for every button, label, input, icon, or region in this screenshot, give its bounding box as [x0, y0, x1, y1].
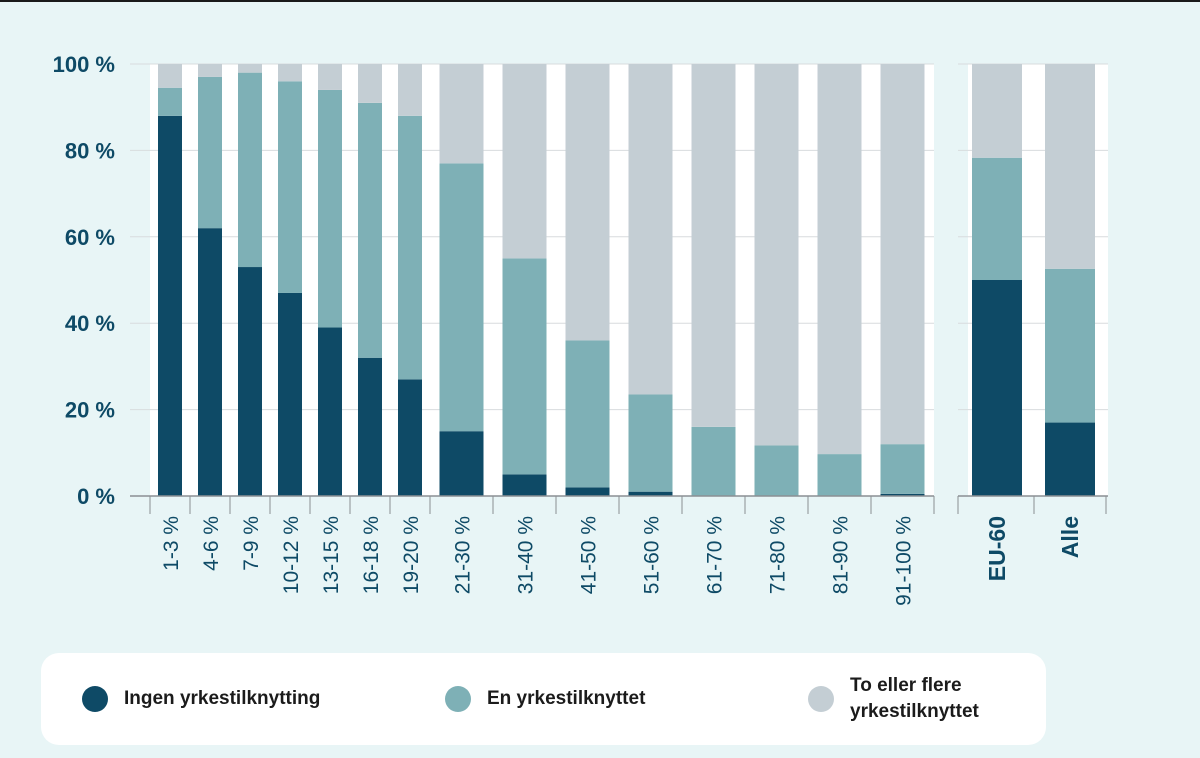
bar-segment: [318, 89, 342, 328]
x-tick-label: 31-40 %: [515, 516, 538, 594]
legend-swatch-ingen: [82, 686, 108, 712]
bar-segment: [358, 357, 382, 496]
bar-segment: [198, 228, 222, 496]
bar-segment: [1045, 422, 1095, 496]
y-tick-label: 0 %: [77, 484, 115, 509]
bar-segment: [691, 64, 736, 427]
bar-segment: [502, 474, 547, 496]
legend-swatch-to-eller-flere: [808, 686, 834, 712]
bar-segment: [278, 292, 302, 496]
x-tick-label: Alle: [1057, 516, 1083, 558]
bar-segment: [198, 64, 222, 77]
legend-item-to-eller-flere: To eller flere yrkestilknyttet: [808, 673, 979, 725]
bar-segment: [358, 64, 382, 103]
legend-swatch-en: [445, 686, 471, 712]
x-tick-label: 71-80 %: [767, 516, 790, 594]
bar-segment: [565, 487, 610, 496]
x-tick-label: 91-100 %: [893, 516, 916, 606]
stacked-bar-chart: 0 % 20 % 40 % 60 % 80 % 100 % 1-3 % 4-6 % 7-9 % 1…: [53, 52, 1108, 606]
bar-segment: [1045, 64, 1095, 269]
x-tick-label: 21-30 %: [452, 516, 475, 594]
bar-segment: [817, 64, 862, 455]
legend-label-en: En yrkestilknyttet: [487, 688, 646, 709]
bar-segment: [972, 280, 1022, 496]
bar-segment: [754, 64, 799, 446]
x-tick-label: 16-18 %: [360, 516, 383, 594]
legend-item-ingen: Ingen yrkestilknytting: [82, 686, 320, 712]
bar-segment: [238, 72, 262, 268]
bar-segment: [628, 64, 673, 395]
x-tick-label: 19-20 %: [400, 516, 423, 594]
bar-segment: [238, 64, 262, 73]
bar-segment: [158, 87, 182, 116]
bar-segment: [817, 454, 862, 496]
bar-segment: [278, 81, 302, 293]
x-tick-label: 1-3 %: [160, 516, 183, 571]
y-tick-label: 60 %: [65, 225, 115, 250]
bar-segment: [565, 64, 610, 341]
bar-segment: [880, 444, 925, 494]
x-tick-label: 41-50 %: [578, 516, 601, 594]
x-tick-label: 10-12 %: [280, 516, 303, 594]
bar-segment: [439, 431, 484, 496]
bar-segment: [502, 64, 547, 259]
bar-segment: [880, 493, 925, 496]
bar-segment: [972, 157, 1022, 280]
bar-segment: [502, 258, 547, 475]
y-tick-label: 20 %: [65, 398, 115, 423]
y-tick-label: 80 %: [65, 138, 115, 163]
legend: Ingen yrkestilknytting En yrkestilknytte…: [41, 653, 1046, 745]
bar-segment: [158, 64, 182, 88]
legend-item-en: En yrkestilknyttet: [445, 686, 645, 712]
bar-segment: [972, 64, 1022, 158]
x-tick-label: EU-60: [984, 516, 1010, 581]
y-tick-label: 100 %: [53, 52, 115, 77]
x-tick-label: 4-6 %: [200, 516, 223, 571]
bar-segment: [628, 394, 673, 492]
bar-segment: [628, 491, 673, 496]
bar-segment: [398, 115, 422, 380]
bar-segment: [754, 445, 799, 496]
x-tick-label: 81-90 %: [830, 516, 853, 594]
x-tick-label: 61-70 %: [704, 516, 727, 594]
bar-segment: [318, 327, 342, 496]
bar-segment: [198, 76, 222, 229]
bar-segment: [691, 426, 736, 496]
bar-segment: [358, 102, 382, 358]
x-tick-label: 51-60 %: [641, 516, 664, 594]
legend-label-to-eller-flere: To eller flere yrkestilknyttet: [850, 675, 979, 722]
x-tick-label: 7-9 %: [240, 516, 263, 571]
bar-segment: [278, 64, 302, 82]
bar-segment: [880, 64, 925, 445]
bar-segment: [398, 379, 422, 496]
bar-segment: [158, 115, 182, 496]
bar-segment: [439, 64, 484, 164]
x-tick-label: 13-15 %: [320, 516, 343, 594]
bar-segment: [318, 64, 342, 90]
bar-segment: [565, 340, 610, 488]
y-tick-label: 40 %: [65, 311, 115, 336]
legend-label-ingen: Ingen yrkestilknytting: [124, 688, 321, 709]
bar-segment: [398, 64, 422, 116]
bar-segment: [439, 163, 484, 432]
bar-segment: [1045, 268, 1095, 423]
bar-segment: [238, 267, 262, 496]
